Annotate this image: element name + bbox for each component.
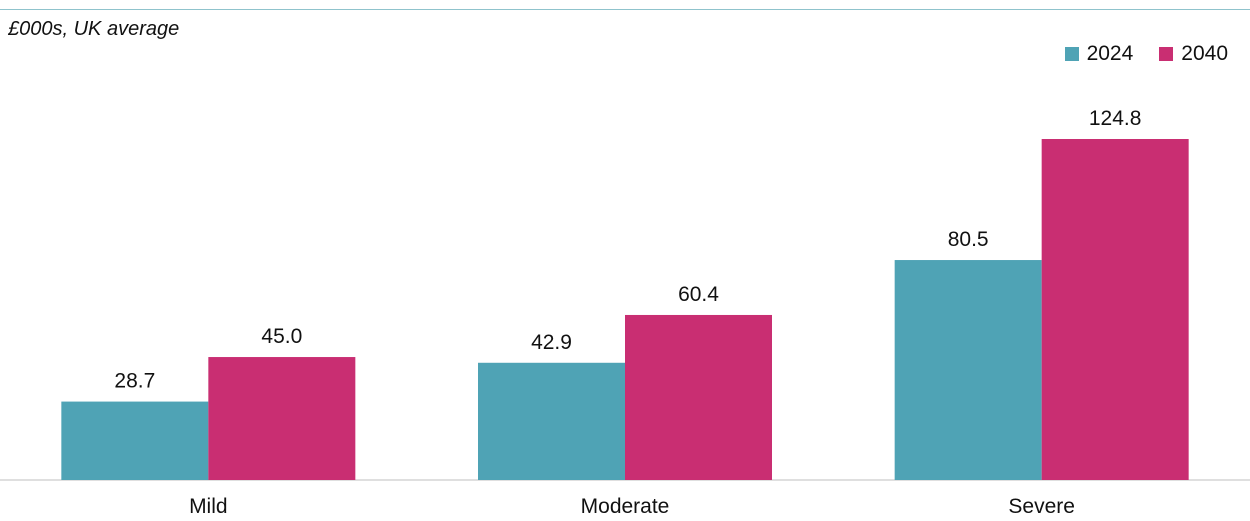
- chart-subtitle: £000s, UK average: [8, 18, 180, 40]
- bar-severe-2024: [894, 260, 1042, 480]
- legend-swatch-2040: [1159, 47, 1174, 61]
- data-label-moderate-2024: 42.9: [531, 331, 572, 354]
- bar-mild-2024: [61, 401, 209, 480]
- data-label-severe-2040: 124.8: [1089, 107, 1142, 130]
- bar-severe-2040: [1041, 139, 1189, 480]
- data-label-mild-2024: 28.7: [114, 370, 155, 393]
- bar-moderate-2024: [478, 362, 625, 480]
- legend-label-2024: 2024: [1086, 42, 1134, 65]
- x-tick-label-mild: Mild: [189, 495, 228, 518]
- legend-item-2024: 2024: [1064, 42, 1134, 66]
- x-tick-label-moderate: Moderate: [581, 495, 670, 518]
- legend-item-2040: 2040: [1159, 42, 1228, 66]
- data-label-severe-2024: 80.5: [948, 228, 989, 251]
- chart-legend: 2024 2040: [1064, 42, 1228, 66]
- bar-moderate-2040: [625, 314, 772, 480]
- legend-swatch-2024: [1064, 47, 1079, 61]
- data-label-mild-2040: 45.0: [261, 325, 302, 348]
- title-divider: [0, 9, 1250, 10]
- legend-label-2040: 2040: [1181, 42, 1228, 65]
- bar-mild-2040: [208, 357, 356, 480]
- x-tick-label-severe: Severe: [1008, 495, 1075, 518]
- data-label-moderate-2040: 60.4: [678, 283, 719, 306]
